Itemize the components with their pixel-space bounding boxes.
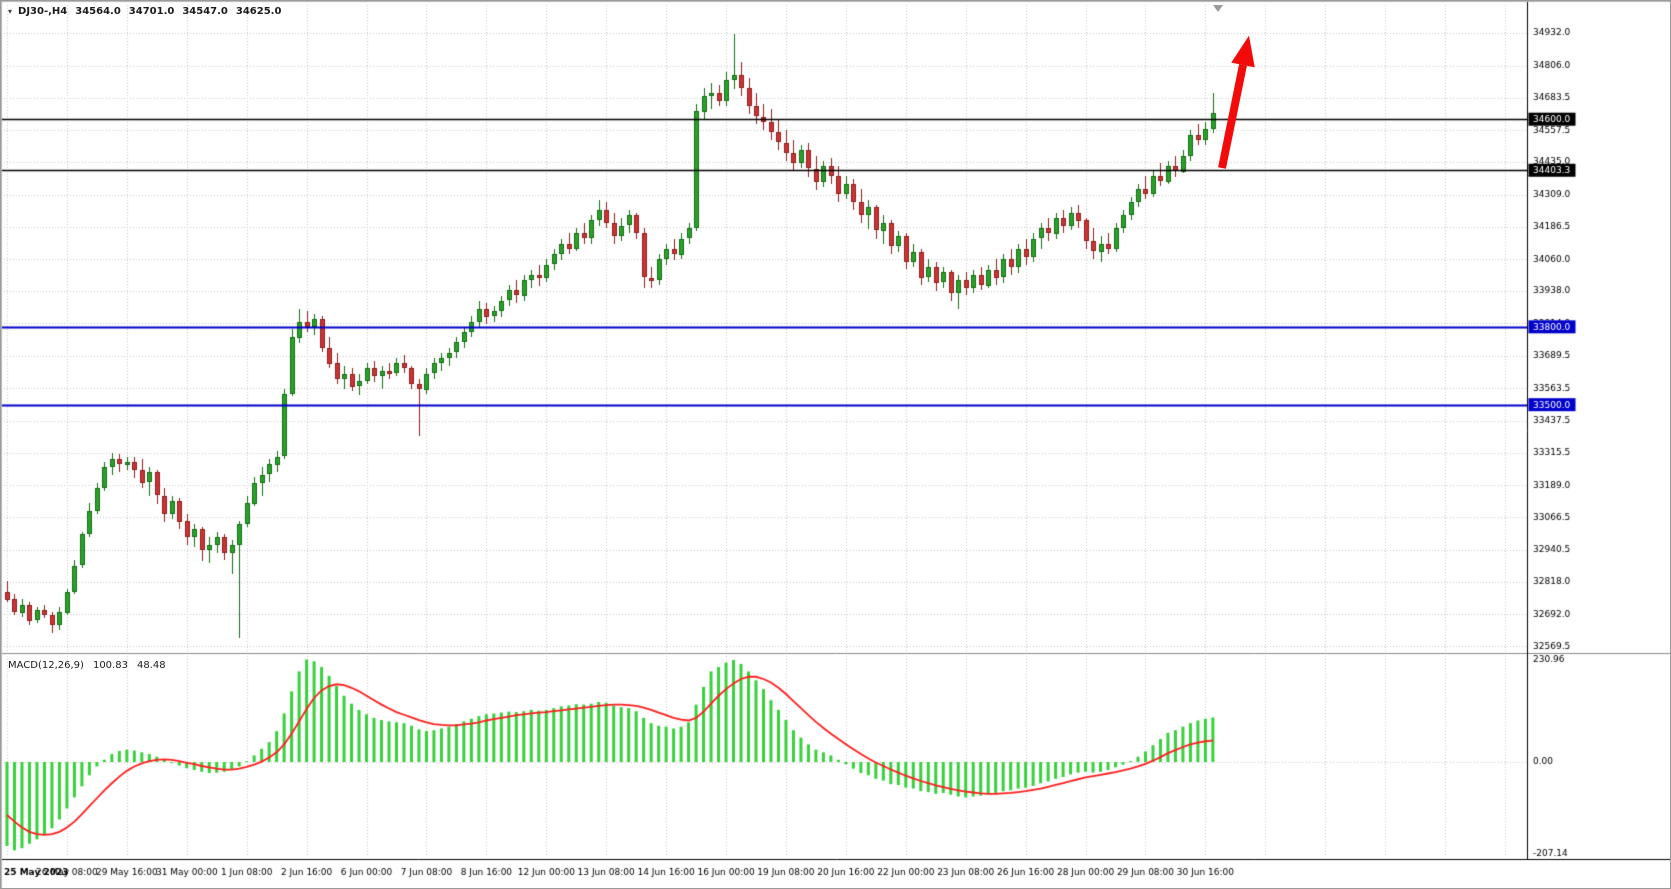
time-axis[interactable] — [1, 860, 1528, 888]
panel-splitter[interactable] — [1, 650, 1670, 657]
price-axis[interactable] — [1528, 1, 1670, 859]
